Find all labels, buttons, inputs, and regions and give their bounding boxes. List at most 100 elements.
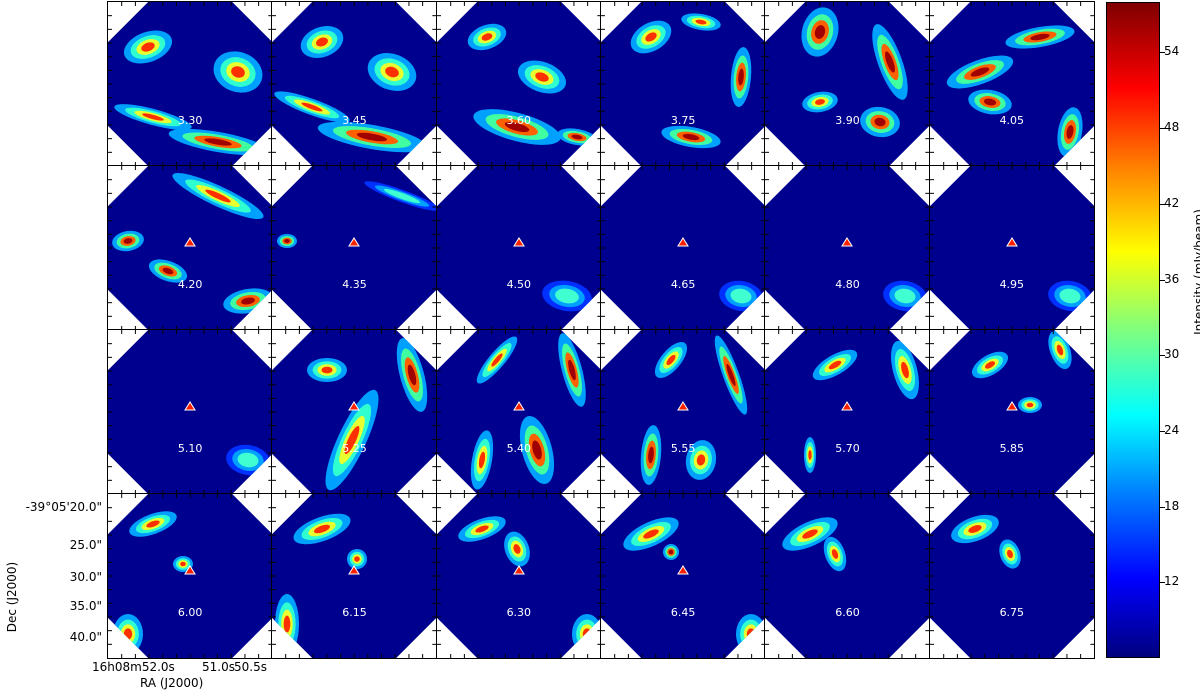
y-tick-label: 30.0"	[69, 570, 102, 584]
emission-blob	[894, 288, 916, 304]
x-tick-label: 50.5s	[234, 660, 267, 674]
emission-blob	[385, 66, 400, 78]
channel-image	[929, 494, 1094, 658]
x-tick-label: 51.0s	[202, 660, 235, 674]
channel-image	[765, 494, 930, 658]
emission-blob	[241, 297, 255, 305]
continuum-source-marker	[348, 401, 361, 411]
continuum-source-marker	[1005, 401, 1018, 411]
velocity-label: 4.95	[999, 278, 1025, 291]
y-tick-label: 25.0"	[69, 538, 102, 552]
channel-image	[108, 2, 273, 166]
emission-blob	[579, 624, 594, 644]
channel-panel: 6.15	[271, 493, 438, 659]
emission-blob	[1029, 33, 1050, 41]
continuum-source-marker	[677, 565, 689, 575]
channel-panel: 5.40	[435, 329, 602, 495]
emission-blob	[284, 239, 291, 243]
emission-blob	[726, 363, 736, 387]
colorbar-tick	[1160, 128, 1165, 130]
velocity-label: 5.55	[670, 442, 696, 455]
emission-blob	[316, 37, 329, 47]
emission-blob	[738, 68, 744, 86]
primary-beam-region	[929, 494, 1094, 658]
channel-image	[765, 330, 930, 494]
velocity-label: 5.40	[506, 442, 532, 455]
channel-image	[765, 166, 930, 330]
channel-image	[272, 166, 437, 330]
velocity-label: 5.10	[177, 442, 203, 455]
colorbar-tick	[1160, 506, 1165, 508]
channel-image	[272, 494, 437, 658]
emission-blob	[815, 99, 826, 105]
channel-image	[436, 2, 601, 166]
emission-blob	[695, 19, 707, 25]
channel-image	[436, 166, 601, 330]
channel-image	[601, 166, 766, 330]
velocity-label: 4.50	[506, 278, 532, 291]
emission-blob	[874, 117, 886, 127]
emission-blob	[740, 619, 762, 649]
velocity-label: 5.70	[835, 442, 860, 455]
channel-panel: 4.50	[435, 165, 602, 331]
channel-image	[108, 166, 273, 330]
emission-blob	[746, 628, 756, 640]
channel-image	[272, 330, 437, 494]
channel-panel: 3.60	[435, 1, 602, 167]
velocity-label: 3.90	[835, 114, 860, 127]
continuum-source-marker	[677, 237, 689, 247]
velocity-label: 5.85	[999, 442, 1025, 455]
emission-blob	[983, 98, 996, 106]
emission-blob	[970, 67, 989, 77]
colorbar-tick-label: 54	[1164, 44, 1180, 59]
channel-image	[929, 2, 1094, 166]
emission-blob	[1059, 288, 1081, 304]
velocity-label: 4.35	[342, 278, 367, 291]
continuum-source-marker	[512, 237, 525, 247]
channel-image	[765, 2, 930, 166]
channel-panel: 4.35	[271, 165, 438, 331]
channel-panel: 6.30	[435, 493, 602, 659]
emission-blob	[123, 628, 133, 640]
colorbar-tick-label: 48	[1164, 120, 1180, 135]
channel-panel: 5.85	[928, 329, 1095, 495]
colorbar-tick-label: 42	[1164, 195, 1180, 210]
channel-image	[272, 2, 437, 166]
emission-blob	[829, 360, 842, 370]
emission-blob	[815, 25, 826, 39]
colorbar-tick-label: 12	[1164, 574, 1180, 589]
emission-blob	[204, 138, 232, 146]
continuum-source-marker	[348, 565, 361, 575]
primary-beam-region	[929, 330, 1094, 494]
emission-blob	[808, 449, 813, 461]
emission-blob	[283, 615, 291, 633]
colorbar-tick	[1160, 279, 1165, 281]
velocity-label: 4.20	[177, 278, 203, 291]
colorbar	[1106, 2, 1160, 658]
continuum-source-marker	[184, 237, 196, 247]
channel-panel: 3.30	[106, 1, 274, 167]
colorbar-tick	[1160, 203, 1165, 205]
velocity-label: 4.80	[835, 278, 860, 291]
emission-blob	[205, 189, 231, 203]
emission-blob	[504, 122, 529, 132]
primary-beam-region	[272, 166, 437, 330]
emission-blob	[885, 51, 896, 73]
channel-image	[929, 330, 1094, 494]
emission-blob	[301, 102, 323, 112]
emission-blob	[180, 561, 186, 567]
channel-image	[929, 166, 1094, 330]
x-axis-title: RA (J2000)	[140, 676, 204, 690]
emission-blob	[146, 520, 160, 528]
emission-blob	[531, 440, 542, 460]
velocity-label: 4.05	[999, 114, 1025, 127]
emission-blob	[408, 364, 417, 386]
channel-panel: 6.45	[599, 493, 767, 659]
emission-blob	[1066, 125, 1074, 139]
emission-blob	[666, 354, 676, 366]
colorbar-title: Intensity (mJy/beam)	[1192, 209, 1200, 335]
channel-map-grid: 3.30 3.45 3.60 3.75 3.90 4.05 4.20 4.35 4.50 4.65…	[106, 1, 1095, 659]
x-tick-label: 16h08m52.0s	[92, 660, 175, 674]
velocity-label: 6.75	[999, 606, 1025, 619]
emission-blob	[967, 525, 982, 533]
